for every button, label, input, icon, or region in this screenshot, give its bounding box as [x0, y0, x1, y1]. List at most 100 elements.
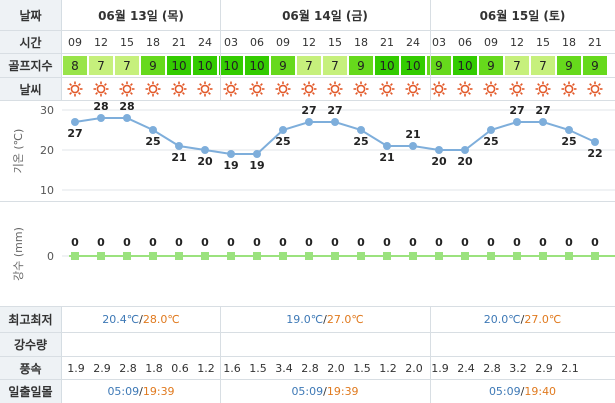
temp-point	[227, 150, 235, 158]
hour-cell: 18	[146, 35, 160, 49]
hour-cell: 18	[354, 35, 368, 49]
rain-data-label: 0	[227, 236, 235, 249]
sun-icon	[62, 78, 88, 100]
sun-icon	[530, 78, 556, 100]
sun-icon	[114, 78, 140, 100]
hour-cell: 03	[432, 35, 446, 49]
golf-index-cell: 7	[297, 56, 321, 75]
hour-cell: 24	[198, 35, 212, 49]
temp-data-label: 25	[145, 135, 160, 148]
wind-cell: 1.8	[145, 361, 163, 375]
rain-point	[357, 252, 365, 260]
temp-data-label: 27	[67, 127, 82, 140]
hour-cell: 03	[224, 35, 238, 49]
minmax-row: 최고최저 20.4℃/28.0℃ 19.0℃/27.0℃ 20.0℃/27.0℃	[0, 307, 615, 332]
temp-data-label: 25	[275, 135, 290, 148]
temp-data-label: 27	[327, 104, 342, 117]
temp-point	[149, 126, 157, 134]
hour-cell: 18	[562, 35, 576, 49]
temp-point	[175, 142, 183, 150]
time-label: 시간	[0, 31, 62, 53]
temp-point	[357, 126, 365, 134]
day-2-min: 19.0℃	[286, 313, 324, 326]
temp-point	[305, 118, 313, 126]
day-2-sun: 05:09/19:39	[291, 385, 359, 398]
rain-data-label: 0	[253, 236, 261, 249]
temp-point	[123, 114, 131, 122]
date-row: 날짜 06월 13일 (목) 06월 14일 (금) 06월 15일 (토)	[0, 0, 615, 30]
rain-data-label: 0	[487, 236, 495, 249]
wind-cell: 2.0	[327, 361, 345, 375]
rain-point	[253, 252, 261, 260]
golf-index-cell: 10	[245, 56, 269, 75]
sun-icon	[88, 78, 114, 100]
sun-icon	[166, 78, 192, 100]
day-1-min: 20.4℃	[102, 313, 140, 326]
wind-cell: 2.9	[535, 361, 553, 375]
temp-point	[591, 138, 599, 146]
rain-point	[565, 252, 573, 260]
day-3-min: 20.0℃	[483, 313, 521, 326]
sunrise-row: 일출일몰 05:09/19:39 05:09/19:39 05:09/19:40	[0, 380, 615, 403]
temp-data-label: 21	[405, 128, 420, 141]
day-3-sun: 05:09/19:40	[488, 385, 557, 398]
rain-data-label: 0	[279, 236, 287, 249]
golf-index-cell: 7	[323, 56, 347, 75]
golf-index-cell: 10	[375, 56, 399, 75]
temp-point	[71, 118, 79, 126]
rain-data-label: 0	[123, 236, 131, 249]
wind-row: 풍속 1.9 2.9 2.8 1.8 0.6 1.2 1.6 1.5 3.4 2.8 2.0 1.5 1…	[0, 357, 615, 379]
rain-point	[539, 252, 547, 260]
wind-cell: 1.2	[379, 361, 397, 375]
golf-index-cell: 10	[219, 56, 243, 75]
temp-point	[331, 118, 339, 126]
rain-data-label: 0	[461, 236, 469, 249]
wind-label: 풍속	[0, 357, 62, 379]
wind-cell: 1.5	[353, 361, 371, 375]
rain-data-label: 0	[357, 236, 365, 249]
sun-icon	[348, 78, 374, 100]
rain-data-label: 0	[409, 236, 417, 249]
weather-label: 날씨	[0, 78, 62, 100]
temp-data-label: 20	[431, 155, 447, 168]
rain-point	[513, 252, 521, 260]
wind-cell: 2.8	[483, 361, 501, 375]
sun-icon	[270, 78, 296, 100]
minmax-label: 최고최저	[0, 307, 62, 332]
rain-point	[97, 252, 105, 260]
hour-cell: 09	[68, 35, 82, 49]
day-1-sunset: 19:39	[142, 385, 175, 398]
temp-data-label: 25	[561, 135, 576, 148]
temp-data-label: 27	[535, 104, 550, 117]
rain-data-label: 0	[383, 236, 391, 249]
temp-data-label: 27	[509, 104, 524, 117]
rain-point	[461, 252, 469, 260]
golf-index-cell: 10	[167, 56, 191, 75]
sun-icon	[296, 78, 322, 100]
sun-icon	[504, 78, 530, 100]
rain-data-label: 0	[435, 236, 443, 249]
temp-data-label: 25	[353, 135, 368, 148]
temp-data-label: 25	[483, 135, 498, 148]
temperature-chart-area: 10 20 30 기온 (℃) 27 28 28 25 21 20 19 19 25 27 27 25 21 21…	[0, 100, 615, 201]
temp-axis-label: 기온 (℃)	[12, 129, 25, 174]
golf-index-cell: 10	[453, 56, 477, 75]
rain-chart: 0 강수 (mm) 0 0 0 0 0 0 0 0 0 0 0 0 0 0 0 0 0 0 0 0 0	[12, 227, 615, 281]
rain-point	[71, 252, 79, 260]
hour-cell: 21	[172, 35, 186, 49]
golf-index-cell: 7	[115, 56, 139, 75]
day-1-max: 28.0℃	[142, 313, 180, 326]
rain-tick-label: 0	[47, 250, 54, 263]
temp-point	[253, 150, 261, 158]
golf-index-cell: 9	[271, 56, 295, 75]
rain-data-label: 0	[539, 236, 547, 249]
rain-data-label: 0	[149, 236, 157, 249]
sun-icon	[374, 78, 400, 100]
temp-point	[461, 146, 469, 154]
rain-axis-label: 강수 (mm)	[12, 227, 25, 281]
temp-point	[565, 126, 573, 134]
date-label: 날짜	[0, 0, 62, 30]
temp-point	[201, 146, 209, 154]
sun-icon	[426, 78, 452, 100]
day-1-minmax: 20.4℃/28.0℃	[102, 313, 180, 326]
